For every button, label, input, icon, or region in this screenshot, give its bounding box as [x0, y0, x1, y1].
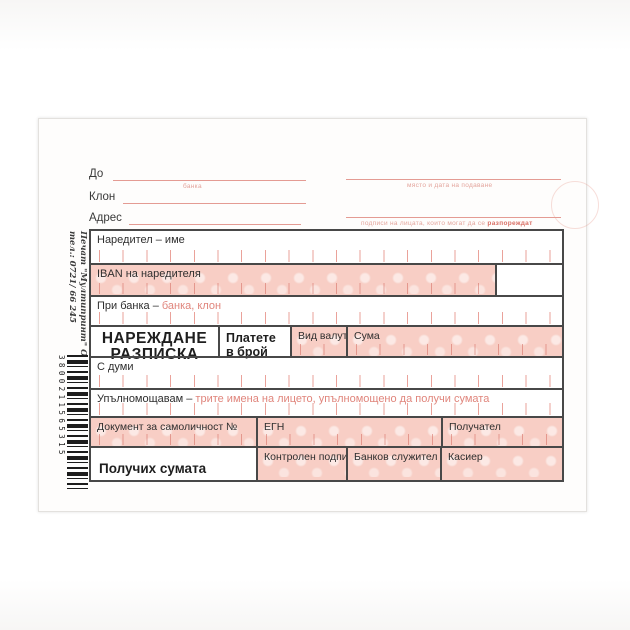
char-ticks: [266, 434, 439, 445]
row-signatures: Получих сумата Контролен подпис Банков с…: [91, 446, 562, 480]
currency-field: Вид валута: [290, 327, 353, 356]
row-orderer-name: Наредител – име: [91, 231, 562, 263]
egn-field: ЕГН: [256, 418, 441, 446]
barcode-digits: 3800211565315: [57, 355, 66, 458]
char-ticks: [99, 434, 254, 445]
scanned-receipt-form: До банка място и дата на подаване Клон А…: [38, 118, 599, 512]
authorize-hint: трите имена на лицето, упълномощено да п…: [195, 393, 490, 405]
watermark-circle: [551, 181, 599, 229]
char-ticks: [356, 344, 560, 355]
pay-in-cash-label: Платете в брой: [218, 327, 290, 359]
row-in-words: С думи: [91, 356, 562, 388]
char-ticks: [99, 375, 560, 387]
address-line: [129, 224, 301, 225]
barcode: [67, 355, 88, 489]
to-label: До: [89, 168, 104, 180]
branch-label: Клон: [89, 191, 116, 203]
recipient-field: Получател: [441, 418, 562, 446]
branch-line: [123, 203, 306, 204]
payment-order-form: Наредител – име IBAN на наредителя При б…: [89, 229, 564, 482]
control-signature-field: Контролен подпис: [256, 448, 353, 480]
orderer-label: Наредител – име: [97, 234, 185, 246]
row-title: НАРЕЖДАНЕ РАЗПИСКА Платете в брой Вид ва…: [91, 325, 562, 364]
received-cell: Получих сумата: [91, 448, 256, 480]
row-iban: IBAN на наредителя: [91, 263, 562, 295]
iban-field: IBAN на наредителя: [91, 265, 497, 295]
cashier-field: Касиер: [440, 448, 562, 480]
row-authorize: Упълномощавам – трите имена на лицето, у…: [91, 388, 562, 416]
at-bank-hint: банка, клон: [161, 300, 222, 312]
char-ticks: [99, 283, 493, 294]
char-ticks: [99, 250, 560, 262]
authorize-label: Упълномощавам – трите имена на лицето, у…: [97, 393, 490, 405]
char-ticks: [451, 434, 560, 445]
id-doc-field: Документ за самоличност №: [91, 418, 256, 446]
place-date-hint: място и дата на подаване: [407, 182, 493, 189]
row-identity: Документ за самоличност № ЕГН Получател: [91, 416, 562, 446]
char-ticks: [300, 344, 344, 355]
to-hint: банка: [183, 183, 202, 190]
address-label: Адрес: [89, 212, 122, 224]
char-ticks: [99, 403, 560, 415]
iban-label: IBAN на наредителя: [97, 268, 201, 280]
printer-credit: Печат "Мултипринт" ООД тел.: 0721/ 66 24…: [67, 231, 89, 372]
amount-field: Сума: [346, 327, 562, 356]
signatures-line: [346, 217, 561, 218]
received-label: Получих сумата: [99, 461, 207, 476]
bank-clerk-field: Банков служител: [346, 448, 440, 480]
row-at-bank: При банка – банка, клон: [91, 295, 562, 325]
in-words-label: С думи: [97, 361, 134, 373]
place-date-line: [346, 179, 561, 180]
form-title: НАРЕЖДАНЕ РАЗПИСКА: [101, 330, 208, 364]
at-bank-label: При банка – банка, клон: [97, 300, 222, 312]
to-line: [113, 180, 306, 181]
char-ticks: [99, 312, 560, 324]
signatures-hint: подписи на лицата, които могат да се раз…: [361, 220, 533, 227]
